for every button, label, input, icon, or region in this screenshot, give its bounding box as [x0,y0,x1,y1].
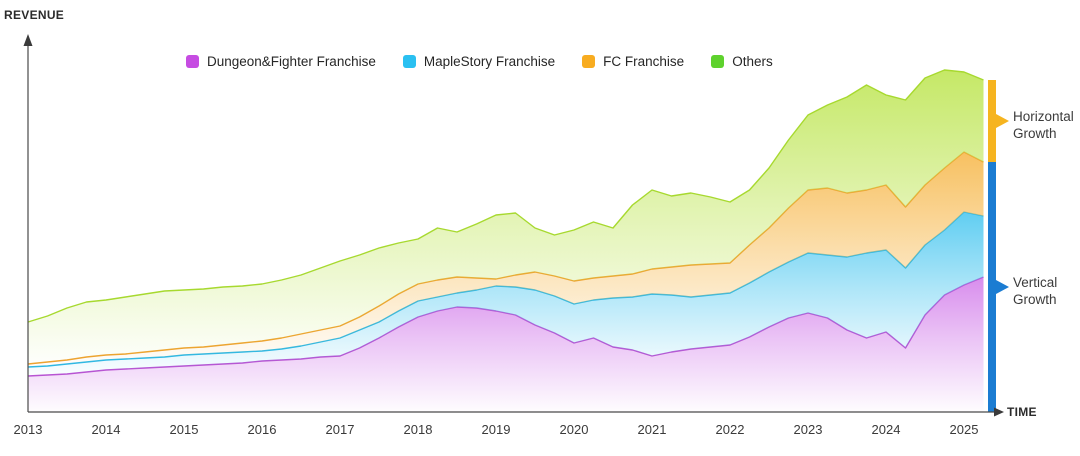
maplestory-swatch-icon [402,55,416,68]
legend-label: Others [732,54,773,69]
legend-label: MapleStory Franchise [423,54,556,69]
x-tick-2017: 2017 [326,422,355,437]
x-tick-2025: 2025 [950,422,979,437]
area-fc [28,152,984,367]
x-tick-2023: 2023 [794,422,823,437]
horizontal-growth-arrow-icon [996,114,1009,128]
x-tick-2024: 2024 [872,422,901,437]
x-tick-2014: 2014 [92,422,121,437]
x-tick-2016: 2016 [248,422,277,437]
legend-item-fc: FC Franchise [582,54,684,69]
x-tick-2019: 2019 [482,422,511,437]
horizontal-growth-annotation: Horizontal Growth [1013,109,1074,141]
legend-label: Dungeon&Fighter Franchise [207,54,376,69]
vertical-growth-arrow-icon [996,280,1009,294]
others-swatch-icon [711,55,725,68]
fc-swatch-icon [582,55,596,68]
legend-item-others: Others [711,54,773,69]
horizontal-growth-bar [988,80,996,162]
area-dungeon-fighter [28,277,984,412]
y-axis-arrow-icon [23,34,33,46]
x-tick-2018: 2018 [404,422,433,437]
edge-others [27,69,984,323]
area-others [28,70,984,364]
x-tick-2013: 2013 [14,422,43,437]
x-tick-2022: 2022 [716,422,745,437]
x-axis-caption: TIME [1007,405,1037,419]
x-tick-2020: 2020 [560,422,589,437]
vertical-growth-bar [988,162,996,412]
x-axis-arrow-icon [994,407,1004,417]
vertical-growth-annotation: Vertical Growth [1013,275,1058,307]
x-tick-2015: 2015 [170,422,199,437]
legend-item-dungeon-fighter: Dungeon&Fighter Franchise [186,54,376,69]
dungeon-fighter-swatch-icon [186,55,199,68]
legend-label: FC Franchise [603,54,685,69]
legend-item-maplestory: MapleStory Franchise [402,54,556,69]
y-axis-caption: REVENUE [4,8,65,22]
x-tick-2021: 2021 [638,422,667,437]
area-maplestory [28,212,984,376]
legend: Dungeon&Fighter Franchise MapleStory Fra… [186,54,773,69]
